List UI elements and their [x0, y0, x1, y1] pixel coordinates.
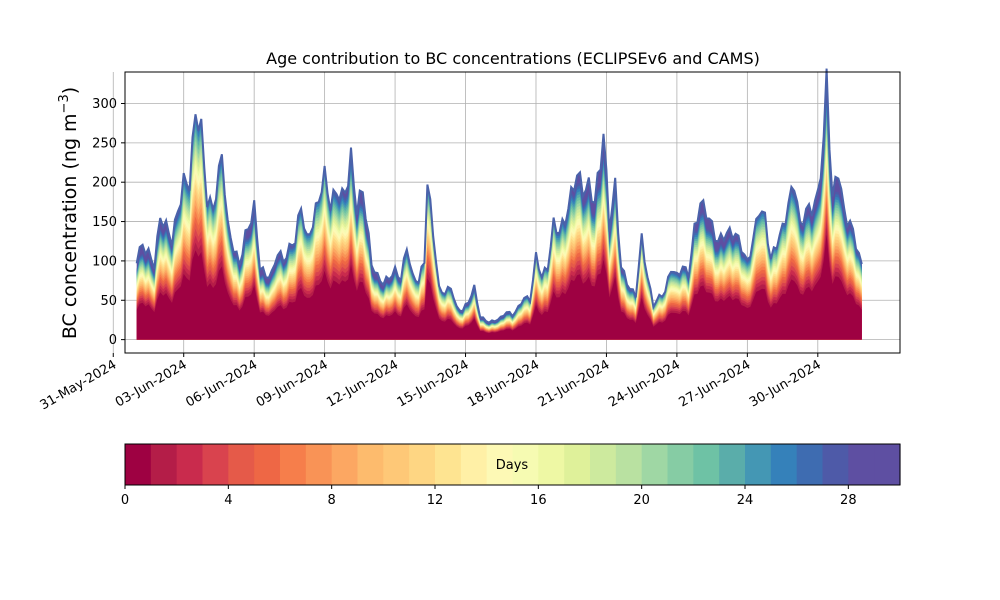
y-axis-label-unit-superscript: −3	[57, 94, 72, 113]
y-tick-label: 150	[92, 215, 117, 230]
colorbar-tick-label: 12	[427, 493, 444, 508]
y-tick-label: 300	[92, 97, 117, 112]
x-tick-label: 24-Jun-2024	[606, 357, 683, 410]
colorbar-tick-label: 16	[530, 493, 547, 508]
colorbar-swatch	[667, 444, 694, 485]
x-tick-label: 21-Jun-2024	[536, 357, 613, 410]
x-tick-label: 12-Jun-2024	[324, 357, 401, 410]
colorbar-tick-label: 0	[121, 493, 129, 508]
x-tick-label: 03-Jun-2024	[113, 357, 190, 410]
colorbar-swatch	[486, 444, 514, 485]
colorbar-swatch	[512, 444, 539, 485]
colorbar-swatch	[615, 444, 643, 485]
colorbar-swatch	[460, 444, 488, 485]
colorbar-tick-label: 8	[328, 493, 336, 508]
y-axis-ticks: 0 50 100 150 200 250 300	[92, 97, 125, 348]
colorbar-swatch	[745, 444, 772, 485]
colorbar-swatch	[331, 444, 359, 485]
colorbar-ticks: 0 4 8 12 16 20 24 28	[121, 485, 857, 508]
colorbar-swatch	[280, 444, 307, 485]
colorbar-swatch	[176, 444, 204, 485]
colorbar-swatch	[202, 444, 229, 485]
chart-title: Age contribution to BC concentrations (E…	[266, 49, 760, 68]
colorbar-swatch	[435, 444, 462, 485]
colorbar-swatch	[770, 444, 798, 485]
colorbar-swatch	[848, 444, 875, 485]
colorbar-tick-label: 20	[633, 493, 650, 508]
y-tick-label: 0	[109, 333, 117, 348]
colorbar-tick-label: 4	[224, 493, 232, 508]
colorbar-swatch	[305, 444, 333, 485]
colorbar-swatch	[693, 444, 720, 485]
colorbar-frame	[124, 443, 901, 486]
y-tick-label: 250	[92, 136, 117, 151]
colorbar-swatch	[796, 444, 824, 485]
total-concentration-line	[135, 68, 863, 324]
colorbar-swatch	[719, 444, 746, 485]
colorbar-swatch	[125, 444, 152, 485]
y-tick-label: 200	[92, 176, 117, 191]
y-axis-label: BC concentration (ng m−3)	[57, 87, 81, 339]
colorbar-swatch	[641, 444, 669, 485]
y-tick-label: 100	[92, 254, 117, 269]
colorbar-tick-label: 28	[840, 493, 857, 508]
y-tick-label: 50	[100, 294, 117, 309]
x-tick-label: 31-May-2024	[38, 357, 120, 413]
age-band-area	[136, 234, 862, 340]
colorbar-swatch	[228, 444, 255, 485]
colorbar-swatch	[254, 444, 281, 485]
days-colorbar	[125, 444, 901, 485]
colorbar-tick-label: 24	[737, 493, 754, 508]
x-tick-label: 15-Jun-2024	[395, 357, 472, 410]
plot-frame	[124, 71, 901, 354]
colorbar-swatch	[383, 444, 410, 485]
x-tick-label: 30-Jun-2024	[747, 357, 824, 410]
x-tick-label: 09-Jun-2024	[254, 357, 331, 410]
stacked-age-areas	[136, 68, 862, 340]
colorbar-swatch	[150, 444, 178, 485]
colorbar-swatch	[538, 444, 565, 485]
colorbar-swatch	[357, 444, 384, 485]
x-axis-ticks: 31-May-202403-Jun-202406-Jun-202409-Jun-…	[38, 353, 824, 413]
colorbar-swatch	[590, 444, 617, 485]
x-tick-label: 06-Jun-2024	[183, 357, 260, 410]
x-tick-label: 18-Jun-2024	[465, 357, 542, 410]
colorbar-swatch	[409, 444, 436, 485]
colorbar-swatch	[564, 444, 591, 485]
colorbar-swatch	[874, 444, 901, 485]
colorbar-swatch	[822, 444, 849, 485]
colorbar-label: Days	[496, 458, 529, 473]
x-tick-label: 27-Jun-2024	[677, 357, 754, 410]
